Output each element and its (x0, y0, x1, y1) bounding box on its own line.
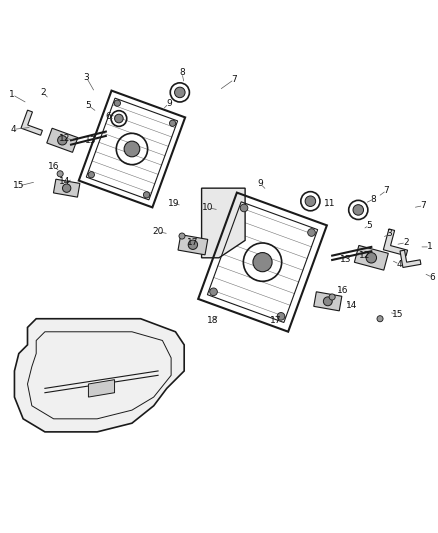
Circle shape (240, 204, 248, 212)
Circle shape (143, 192, 150, 198)
Polygon shape (88, 379, 115, 397)
Text: 14: 14 (59, 177, 70, 186)
Text: 16: 16 (48, 162, 60, 171)
Text: 12: 12 (359, 251, 371, 260)
Polygon shape (201, 188, 245, 258)
Text: 2: 2 (403, 238, 409, 247)
Circle shape (377, 316, 383, 322)
Polygon shape (314, 292, 342, 311)
Text: 11: 11 (324, 199, 336, 208)
Text: 4: 4 (11, 125, 16, 134)
Polygon shape (383, 229, 408, 256)
Text: 2: 2 (40, 88, 46, 97)
Circle shape (115, 114, 123, 123)
Text: 17: 17 (187, 238, 199, 247)
Text: 10: 10 (202, 203, 214, 212)
Text: 4: 4 (397, 260, 403, 269)
Text: 6: 6 (429, 273, 435, 282)
Circle shape (366, 253, 377, 263)
Circle shape (210, 288, 217, 296)
Circle shape (323, 297, 332, 306)
Text: 1: 1 (427, 243, 433, 252)
Text: 5: 5 (85, 101, 91, 110)
Circle shape (57, 171, 63, 177)
Circle shape (170, 120, 176, 126)
Text: 6: 6 (105, 112, 111, 121)
Text: 7: 7 (231, 75, 237, 84)
Text: 5: 5 (366, 221, 372, 230)
Circle shape (253, 253, 272, 272)
Polygon shape (21, 110, 42, 135)
Polygon shape (178, 235, 208, 255)
Polygon shape (47, 128, 78, 152)
Circle shape (307, 229, 315, 236)
Circle shape (58, 135, 67, 145)
Text: 8: 8 (179, 68, 185, 77)
Polygon shape (14, 319, 184, 432)
Polygon shape (53, 179, 80, 197)
Text: 9: 9 (258, 179, 263, 188)
Circle shape (305, 196, 316, 206)
Text: 9: 9 (166, 99, 172, 108)
Text: 7: 7 (384, 186, 389, 195)
Text: 18: 18 (207, 317, 218, 326)
Circle shape (353, 205, 364, 215)
Polygon shape (354, 245, 389, 270)
Circle shape (114, 100, 120, 106)
Text: 8: 8 (371, 195, 376, 204)
Text: 1: 1 (9, 90, 15, 99)
Text: 15: 15 (13, 181, 25, 190)
Text: 3: 3 (83, 72, 89, 82)
Circle shape (329, 294, 335, 300)
Text: 20: 20 (152, 227, 164, 236)
Circle shape (63, 184, 71, 192)
Text: 12: 12 (59, 134, 70, 143)
Text: 13: 13 (339, 255, 351, 264)
Circle shape (188, 240, 198, 249)
Circle shape (175, 87, 185, 98)
Circle shape (88, 172, 95, 178)
Text: 13: 13 (85, 136, 96, 145)
Text: 15: 15 (392, 310, 403, 319)
Text: 3: 3 (386, 229, 392, 238)
Circle shape (124, 141, 140, 157)
Polygon shape (400, 250, 421, 268)
Text: 14: 14 (346, 301, 357, 310)
Text: 17: 17 (270, 317, 281, 326)
Text: 19: 19 (168, 199, 179, 208)
Circle shape (277, 312, 285, 320)
Text: 16: 16 (337, 286, 349, 295)
Text: 7: 7 (420, 201, 427, 210)
Circle shape (179, 233, 185, 239)
